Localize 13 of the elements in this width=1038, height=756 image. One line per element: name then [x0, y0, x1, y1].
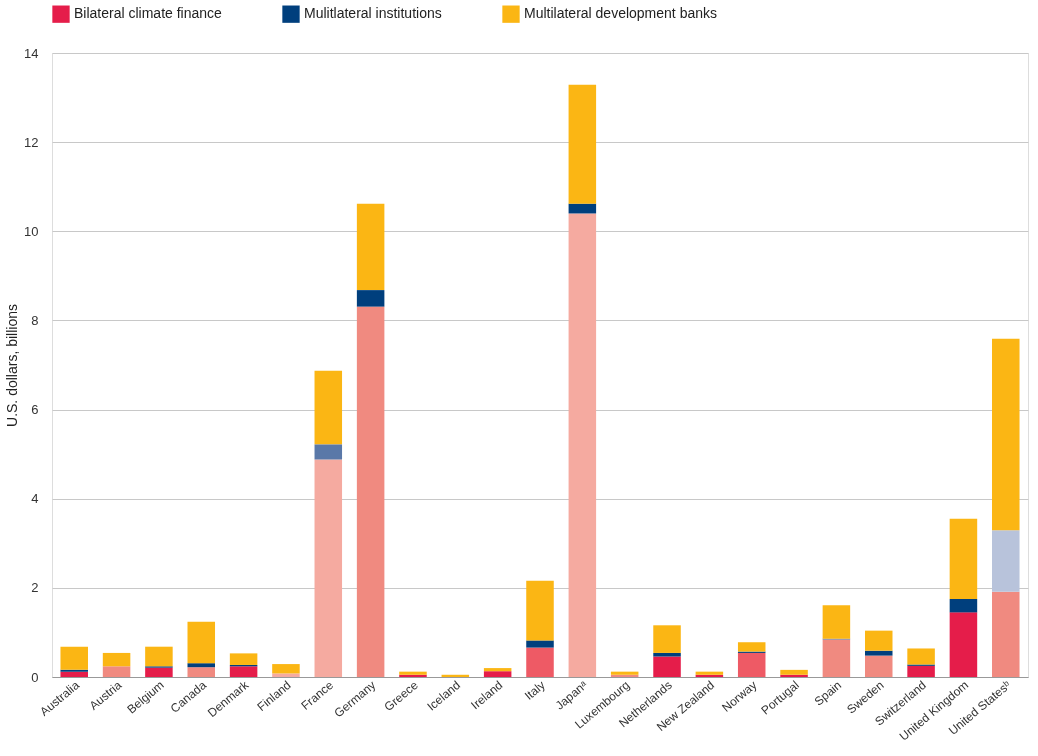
y-tick-label: 10 — [24, 223, 39, 239]
y-tick-label: 6 — [31, 402, 39, 418]
y-tick-label: 4 — [31, 491, 39, 507]
legend-label: Mulitlateral institutions — [304, 5, 442, 22]
y-tick-label: 14 — [24, 45, 39, 61]
y-tick-label: 0 — [31, 669, 39, 685]
y-tick-label: 8 — [31, 312, 39, 328]
x-tick-label: Italy — [521, 677, 548, 703]
y-tick-label: 12 — [24, 134, 39, 150]
y-axis-title: U.S. dollars, billions — [4, 304, 21, 427]
y-tick-label: 2 — [31, 580, 39, 596]
legend-label: Bilateral climate finance — [74, 5, 223, 22]
legend-label: Multilateral development banks — [524, 5, 717, 22]
